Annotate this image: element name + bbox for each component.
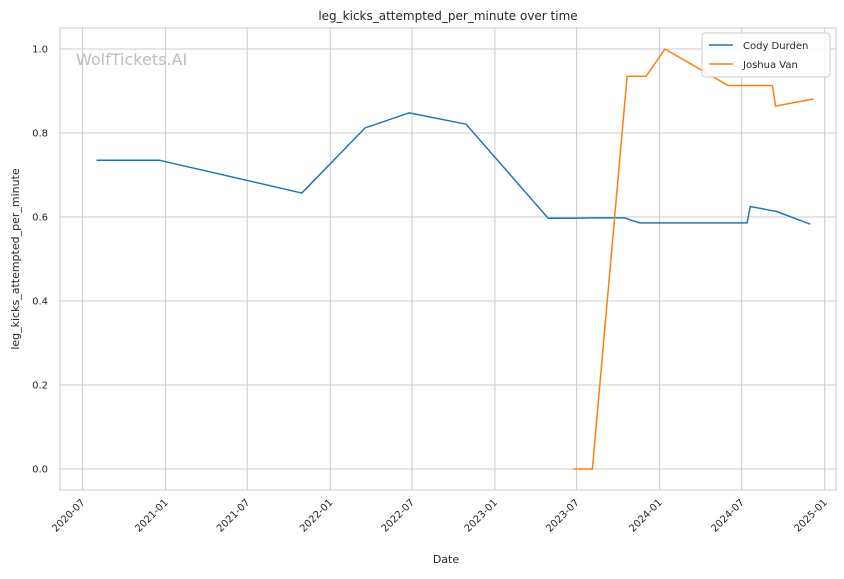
legend-label-joshua-van: Joshua Van [742, 60, 798, 71]
watermark-text: WolfTickets.AI [76, 50, 187, 69]
plot-area [60, 28, 836, 490]
y-tick-label: 0.2 [32, 381, 48, 392]
legend: Cody Durden Joshua Van [701, 32, 831, 78]
y-tick-label: 0.0 [32, 465, 48, 476]
legend-label-cody-durden: Cody Durden [743, 41, 808, 52]
y-tick-label: 0.6 [32, 213, 48, 224]
series-line-joshua-van [573, 48, 814, 470]
legend-box [701, 32, 831, 78]
series-line-cody-durden [96, 112, 811, 225]
y-tick-label: 1.0 [32, 45, 48, 56]
y-axis-label: leg_kicks_attempted_per_minute [9, 168, 22, 350]
y-tick-label: 0.4 [32, 297, 48, 308]
series-lines [96, 48, 814, 470]
plot-frame [59, 27, 837, 491]
chart-title: leg_kicks_attempted_per_minute over time [318, 9, 577, 23]
grid-lines [60, 28, 836, 490]
x-axis-label: Date [433, 553, 460, 566]
y-tick-label: 0.8 [32, 129, 48, 140]
